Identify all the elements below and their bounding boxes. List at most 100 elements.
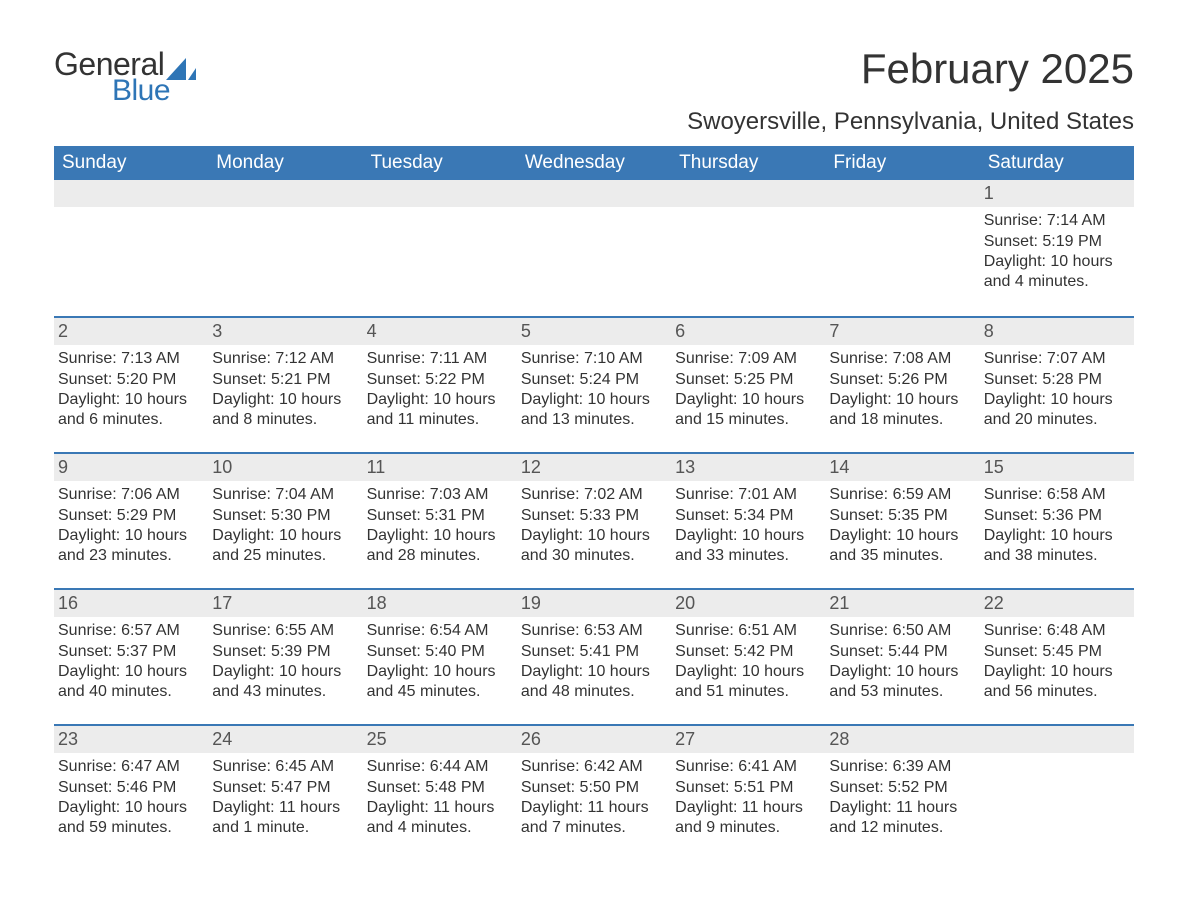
daylight-label: Daylight: [367,527,434,544]
sunrise-label: Sunrise: [521,350,584,367]
day-number: 20 [671,590,825,617]
sunset-value: 5:36 PM [1042,507,1102,524]
sunrise-value: 6:59 AM [893,486,952,503]
sunrise-value: 7:13 AM [121,350,180,367]
sunrise-line: Sunrise: 7:14 AM [984,211,1128,231]
day-body: Sunrise: 6:59 AMSunset: 5:35 PMDaylight:… [829,485,973,567]
day-cell: 27Sunrise: 6:41 AMSunset: 5:51 PMDayligh… [671,726,825,854]
daylight-line: Daylight: 10 hours and 45 minutes. [367,662,511,703]
sunset-line: Sunset: 5:40 PM [367,642,511,662]
daylight-label: Daylight: [521,799,588,816]
daylight-line: Daylight: 11 hours and 12 minutes. [829,798,973,839]
sunrise-label: Sunrise: [984,622,1047,639]
day-of-week-header: Monday [208,146,362,180]
daylight-line: Daylight: 10 hours and 51 minutes. [675,662,819,703]
daylight-label: Daylight: [212,799,279,816]
daylight-label: Daylight: [829,663,896,680]
sunset-line: Sunset: 5:25 PM [675,370,819,390]
day-of-week-header: Tuesday [363,146,517,180]
day-body: Sunrise: 6:48 AMSunset: 5:45 PMDaylight:… [984,621,1128,703]
day-of-week-header: Thursday [671,146,825,180]
day-number [363,180,517,207]
sunset-value: 5:41 PM [580,643,640,660]
sunrise-value: 6:53 AM [584,622,643,639]
day-body: Sunrise: 6:42 AMSunset: 5:50 PMDaylight:… [521,757,665,839]
sunrise-label: Sunrise: [367,758,430,775]
day-number: 7 [825,318,979,345]
daylight-line: Daylight: 11 hours and 4 minutes. [367,798,511,839]
sunset-line: Sunset: 5:31 PM [367,506,511,526]
daylight-label: Daylight: [675,391,742,408]
day-body: Sunrise: 7:14 AMSunset: 5:19 PMDaylight:… [984,211,1128,293]
sunrise-label: Sunrise: [984,486,1047,503]
day-cell: 4 Sunrise: 7:11 AMSunset: 5:22 PMDaylight… [363,318,517,446]
daylight-label: Daylight: [521,527,588,544]
sunset-line: Sunset: 5:19 PM [984,232,1128,252]
sunset-label: Sunset: [984,371,1043,388]
sunrise-value: 7:12 AM [275,350,334,367]
sunset-value: 5:52 PM [888,779,948,796]
day-cell: 22Sunrise: 6:48 AMSunset: 5:45 PMDayligh… [980,590,1134,718]
sunset-value: 5:34 PM [734,507,794,524]
day-body: Sunrise: 7:10 AMSunset: 5:24 PMDaylight:… [521,349,665,431]
day-number [980,726,1134,753]
sunrise-label: Sunrise: [829,486,892,503]
sunrise-label: Sunrise: [675,622,738,639]
day-cell: 3Sunrise: 7:12 AMSunset: 5:21 PMDaylight… [208,318,362,446]
sunset-label: Sunset: [58,643,117,660]
sunset-value: 5:48 PM [425,779,485,796]
day-body: Sunrise: 7:09 AMSunset: 5:25 PMDaylight:… [675,349,819,431]
page-header: General Blue February 2025 Swoyersville,… [54,48,1134,136]
day-of-week-header: Friday [825,146,979,180]
day-cell: 14Sunrise: 6:59 AMSunset: 5:35 PMDayligh… [825,454,979,582]
sunset-label: Sunset: [984,643,1043,660]
sunset-line: Sunset: 5:36 PM [984,506,1128,526]
sunrise-value: 7:09 AM [738,350,797,367]
sunrise-label: Sunrise: [829,350,892,367]
week-row: 1Sunrise: 7:14 AMSunset: 5:19 PMDaylight… [54,180,1134,310]
day-number: 6 [671,318,825,345]
sunset-label: Sunset: [675,643,734,660]
day-cell [980,726,1134,854]
daylight-label: Daylight: [829,391,896,408]
sunset-value: 5:29 PM [117,507,177,524]
sunset-value: 5:20 PM [117,371,177,388]
sunrise-line: Sunrise: 7:02 AM [521,485,665,505]
day-body: Sunrise: 7:07 AMSunset: 5:28 PMDaylight:… [984,349,1128,431]
sunset-label: Sunset: [829,507,888,524]
day-number: 19 [517,590,671,617]
daylight-line: Daylight: 10 hours and 38 minutes. [984,526,1128,567]
sunrise-label: Sunrise: [675,486,738,503]
sunset-label: Sunset: [521,643,580,660]
day-body: Sunrise: 7:13 AMSunset: 5:20 PMDaylight:… [58,349,202,431]
sunrise-label: Sunrise: [829,758,892,775]
daylight-label: Daylight: [58,527,125,544]
sunset-line: Sunset: 5:29 PM [58,506,202,526]
day-cell: 15Sunrise: 6:58 AMSunset: 5:36 PMDayligh… [980,454,1134,582]
day-body: Sunrise: 6:51 AMSunset: 5:42 PMDaylight:… [675,621,819,703]
day-number [671,180,825,207]
day-cell: 12Sunrise: 7:02 AMSunset: 5:33 PMDayligh… [517,454,671,582]
sunrise-value: 6:41 AM [738,758,797,775]
day-cell: 21Sunrise: 6:50 AMSunset: 5:44 PMDayligh… [825,590,979,718]
daylight-line: Daylight: 10 hours and 59 minutes. [58,798,202,839]
sunrise-value: 6:50 AM [893,622,952,639]
sunrise-label: Sunrise: [58,758,121,775]
sunrise-label: Sunrise: [212,758,275,775]
sunrise-value: 7:10 AM [584,350,643,367]
sunrise-label: Sunrise: [367,622,430,639]
daylight-line: Daylight: 10 hours and 53 minutes. [829,662,973,703]
day-of-week-header: Saturday [980,146,1134,180]
daylight-label: Daylight: [675,527,742,544]
daylight-label: Daylight: [58,391,125,408]
sunset-line: Sunset: 5:26 PM [829,370,973,390]
sunset-line: Sunset: 5:42 PM [675,642,819,662]
day-body: Sunrise: 7:11 AMSunset: 5:22 PMDaylight:… [367,349,511,431]
sunrise-line: Sunrise: 7:10 AM [521,349,665,369]
day-number: 4 [363,318,517,345]
day-cell: 11Sunrise: 7:03 AMSunset: 5:31 PMDayligh… [363,454,517,582]
calendar-page: General Blue February 2025 Swoyersville,… [0,0,1188,894]
daylight-line: Daylight: 11 hours and 9 minutes. [675,798,819,839]
week-row: 2Sunrise: 7:13 AMSunset: 5:20 PMDaylight… [54,316,1134,446]
sunrise-value: 6:45 AM [275,758,334,775]
